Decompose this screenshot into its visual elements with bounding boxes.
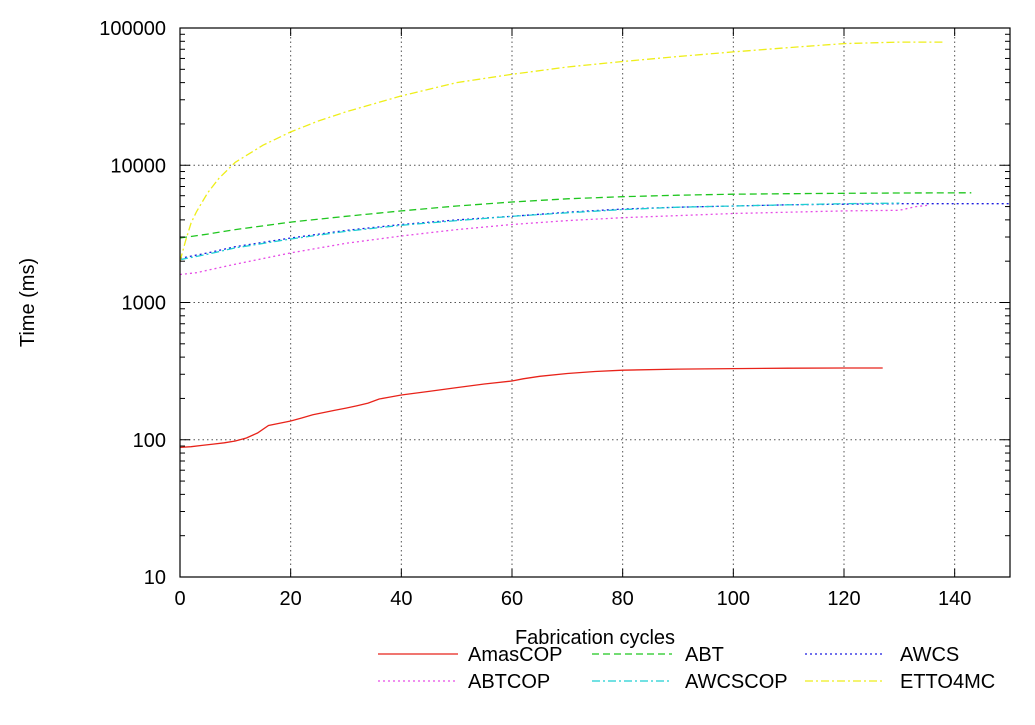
y-tick-label: 100000 [99, 18, 166, 40]
series-group [179, 41, 1010, 449]
x-tick-label: 20 [280, 588, 302, 610]
series-line-awcscop [179, 202, 900, 261]
x-tick-label: 140 [938, 588, 971, 610]
legend-label-amascop: AmasCOP [468, 644, 562, 666]
legend: AmasCOP ABT AWCS ABTCOP AWCSCOP ETTO4MC [378, 644, 995, 693]
y-tick-label: 10 [144, 567, 166, 589]
tick-marks [179, 27, 1010, 578]
legend-label-abtcop: ABTCOP [468, 671, 550, 693]
tick-labels: 0 20 40 60 80 100 120 140 10 100 1000 10000 100000 [99, 18, 971, 610]
x-tick-label: 60 [501, 588, 523, 610]
x-tick-label: 100 [717, 588, 750, 610]
legend-label-etto4mc: ETTO4MC [900, 671, 995, 693]
x-axis-title: Fabrication cycles [515, 627, 675, 649]
y-tick-label: 10000 [110, 155, 166, 177]
series-line-etto4mc [179, 41, 944, 262]
x-tick-label: 40 [390, 588, 412, 610]
series-line-abtcop [179, 204, 928, 276]
legend-label-awcs: AWCS [900, 644, 959, 666]
x-tick-label: 0 [174, 588, 185, 610]
legend-label-awcscop: AWCSCOP [685, 671, 788, 693]
series-line-amascop [179, 367, 883, 449]
series-line-abt [179, 192, 972, 239]
y-tick-label: 100 [133, 430, 166, 452]
y-tick-label: 1000 [122, 293, 167, 315]
legend-label-abt: ABT [685, 644, 724, 666]
grid [180, 28, 1010, 577]
x-tick-label: 80 [612, 588, 634, 610]
x-tick-label: 120 [827, 588, 860, 610]
y-axis-title: Time (ms) [17, 258, 39, 347]
